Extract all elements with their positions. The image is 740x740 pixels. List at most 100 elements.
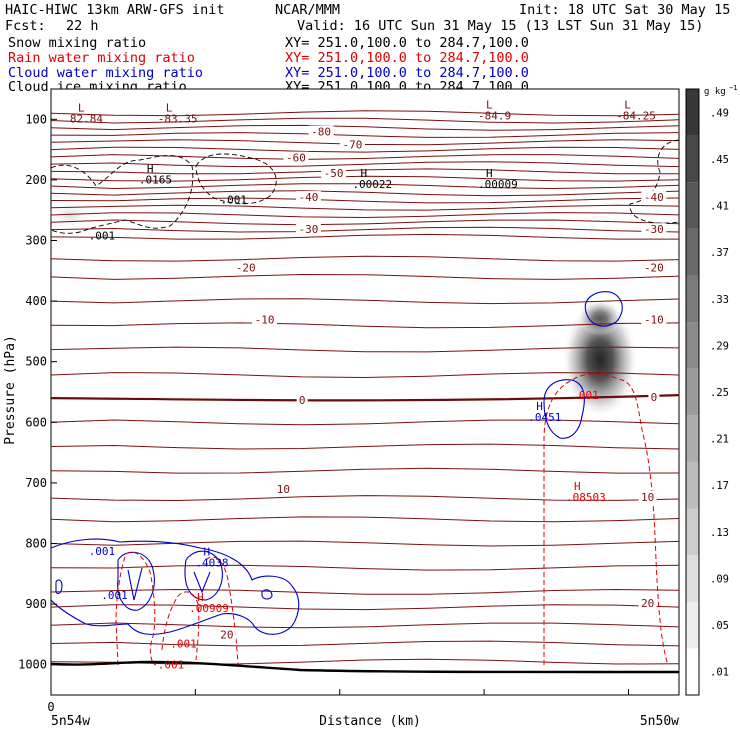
colorbar-segment — [686, 89, 699, 136]
temperature-label: -60 — [286, 152, 306, 165]
x-tick-zero: 0 — [47, 700, 54, 714]
y-tick-label: 1000 — [18, 658, 47, 672]
colorbar-segment — [686, 415, 699, 462]
temperature-label-bg — [296, 394, 308, 407]
temperature-contour-line — [50, 298, 680, 305]
ice-contour-mid — [195, 153, 277, 205]
temperature-contour-line — [50, 540, 680, 547]
forecast-hours: 22 h — [66, 18, 99, 34]
extremum-value: .00009 — [478, 178, 518, 191]
temperature-label: 0 — [299, 394, 306, 407]
temperature-label: -30 — [644, 223, 664, 236]
extremum-value: .08503 — [566, 491, 606, 504]
colorbar-unit: g kg — [704, 87, 726, 97]
temperature-label-bg — [274, 483, 293, 496]
temperature-label-bg — [308, 125, 334, 138]
x-left-label: 5n54w — [51, 714, 90, 729]
ice-contours — [50, 139, 680, 234]
temperature-contour-line — [50, 154, 680, 160]
temperature-label-bg — [638, 597, 657, 610]
cloud-water-upper-cell — [584, 291, 623, 327]
extremum-value: -84.25 — [616, 109, 656, 122]
extremum-marker: H — [197, 591, 204, 604]
temperature-label-bg — [252, 313, 278, 326]
colorbar-segment — [686, 648, 699, 695]
temperature-contour-line — [50, 175, 680, 182]
terrain-surface — [50, 660, 680, 674]
temperature-contour-line — [50, 139, 680, 146]
cloud-water-mid-cell — [543, 379, 585, 439]
colorbar-segment — [686, 135, 699, 183]
y-tick-label: 400 — [25, 294, 47, 308]
temperature-label: -50 — [324, 167, 344, 180]
init-time: Init: 18 UTC Sat 30 May 15 — [519, 2, 731, 18]
temperature-label-bg — [217, 628, 236, 641]
temperature-contour-line — [50, 588, 680, 595]
colorbar-tick-label: .37 — [710, 247, 729, 259]
colorbar-segment — [686, 508, 699, 556]
y-axis-label: Pressure (hPa) — [3, 335, 18, 445]
temperature-contour-line — [50, 604, 680, 611]
y-tick-label: 700 — [25, 476, 47, 490]
temperature-contour-line — [50, 124, 680, 131]
colorbar-tick-label: .25 — [710, 387, 729, 399]
temperature-label-bg — [641, 313, 667, 326]
temperature-contour-line — [50, 204, 680, 211]
y-tick-label: 100 — [25, 112, 47, 126]
temperature-label: -30 — [299, 223, 319, 236]
temperature-contour-line — [50, 372, 680, 379]
field-name-snow: Snow mixing ratio — [8, 35, 147, 51]
colorbar-tick-label: .01 — [710, 667, 729, 679]
extremum-marker: H — [536, 400, 543, 413]
colorbar-segment — [686, 601, 699, 649]
extremum-value: 82.84 — [70, 112, 103, 125]
colorbar: .01 .05 .09 .13 .17 .21 .25 .29 .33 .37 .41 .45 .49 g… — [685, 84, 737, 696]
temperature-contour-line — [50, 110, 680, 117]
colorbar-tick-label: .49 — [710, 107, 729, 119]
field-xy-snow: XY= 251.0,100.0 to 284.7,100.0 — [285, 35, 529, 51]
extremum-marker: L — [624, 98, 631, 111]
cloud-water-contours — [50, 291, 623, 635]
temperature-label: 20 — [220, 629, 233, 642]
colorbar-segment — [686, 182, 699, 229]
y-tick-label: 200 — [25, 173, 47, 187]
colorbar-segment — [686, 275, 699, 323]
temperature-contour-line — [50, 419, 680, 426]
cloud-water-low-cell-d — [193, 571, 211, 594]
snow-shading-core — [562, 302, 638, 418]
x-right-label: 5n50w — [640, 714, 679, 729]
colorbar-tick-label: .45 — [710, 154, 729, 166]
y-tick-label: 900 — [25, 597, 47, 611]
temperature-label-bg — [339, 138, 365, 151]
temperature-label: -10 — [644, 313, 664, 326]
plot-source: NCAR/MMM — [275, 2, 341, 18]
extremum-marker: H — [486, 167, 493, 180]
temperature-label: -20 — [236, 261, 256, 274]
temperature-contour-line — [50, 273, 680, 280]
temperature-label-bg — [641, 223, 667, 236]
contour-value-label: .001 — [89, 545, 116, 558]
temperature-contour-line — [50, 622, 680, 629]
temperature-contour-line — [50, 346, 680, 353]
ice-contour-left — [50, 155, 194, 234]
temperature-contour-line — [50, 132, 680, 138]
colorbar-unit-exponent: −1 — [729, 84, 737, 92]
rain-contour-left-b — [161, 591, 200, 661]
cloud-water-low-cell-c — [184, 550, 223, 601]
temperature-contour-line — [50, 658, 680, 665]
extremum-value: .0451 — [528, 411, 561, 424]
extremum-value: .00022 — [352, 178, 392, 191]
temperature-contour-line — [50, 467, 680, 474]
extremum-marker: L — [486, 98, 493, 111]
temperature-contour-line — [50, 233, 679, 240]
temperature-contour-line — [50, 219, 680, 226]
colorbar-tick-label: .09 — [710, 573, 729, 585]
field-name-rain: Rain water mixing ratio — [8, 50, 195, 66]
extremum-marker: H — [203, 546, 210, 559]
temperature-label: -40 — [644, 191, 664, 204]
temperature-contour-line — [50, 443, 680, 450]
y-tick-label: 800 — [25, 537, 47, 551]
field-name-cloud-water: Cloud water mixing ratio — [8, 65, 204, 81]
rain-contour-left-c — [205, 556, 239, 666]
